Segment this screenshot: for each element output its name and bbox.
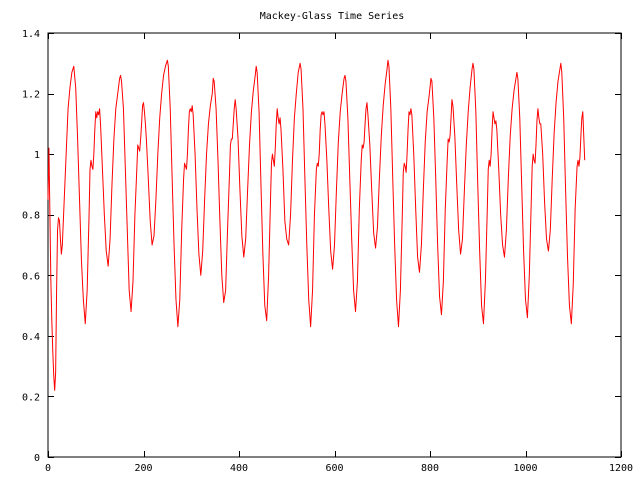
plot-frame (47, 32, 622, 458)
x-tick-label: 1200 (609, 463, 633, 474)
x-tick-label: 800 (421, 463, 439, 474)
x-tick-label: 1000 (513, 463, 537, 474)
y-tick-label: 0 (34, 453, 40, 464)
y-tick-label: 0.6 (22, 271, 40, 282)
chart-title: Mackey-Glass Time Series (260, 11, 405, 22)
x-tick-labels: 0 200 400 600 800 1000 1200 (45, 463, 633, 474)
x-tick-label: 400 (230, 463, 248, 474)
y-tick-label: 0.4 (22, 332, 40, 343)
y-tick-label: 0.8 (22, 211, 40, 222)
y-tick-label: 1.4 (22, 29, 40, 40)
axis-ticks (48, 33, 622, 458)
series-group (47, 59, 586, 391)
y-tick-label: 1.2 (22, 90, 40, 101)
x-tick-label: 0 (45, 463, 51, 474)
y-tick-label: 1 (34, 150, 40, 161)
x-tick-label: 600 (325, 463, 343, 474)
y-tick-label: 0.2 (22, 392, 40, 403)
x-tick-label: 200 (134, 463, 152, 474)
y-tick-labels: 0 0.2 0.4 0.6 0.8 1 1.2 1.4 (22, 29, 40, 464)
series-line-0 (47, 59, 586, 391)
